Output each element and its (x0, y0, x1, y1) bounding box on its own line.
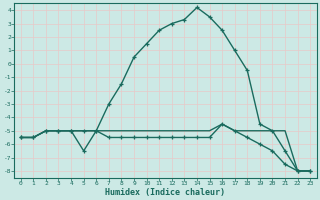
X-axis label: Humidex (Indice chaleur): Humidex (Indice chaleur) (106, 188, 226, 197)
